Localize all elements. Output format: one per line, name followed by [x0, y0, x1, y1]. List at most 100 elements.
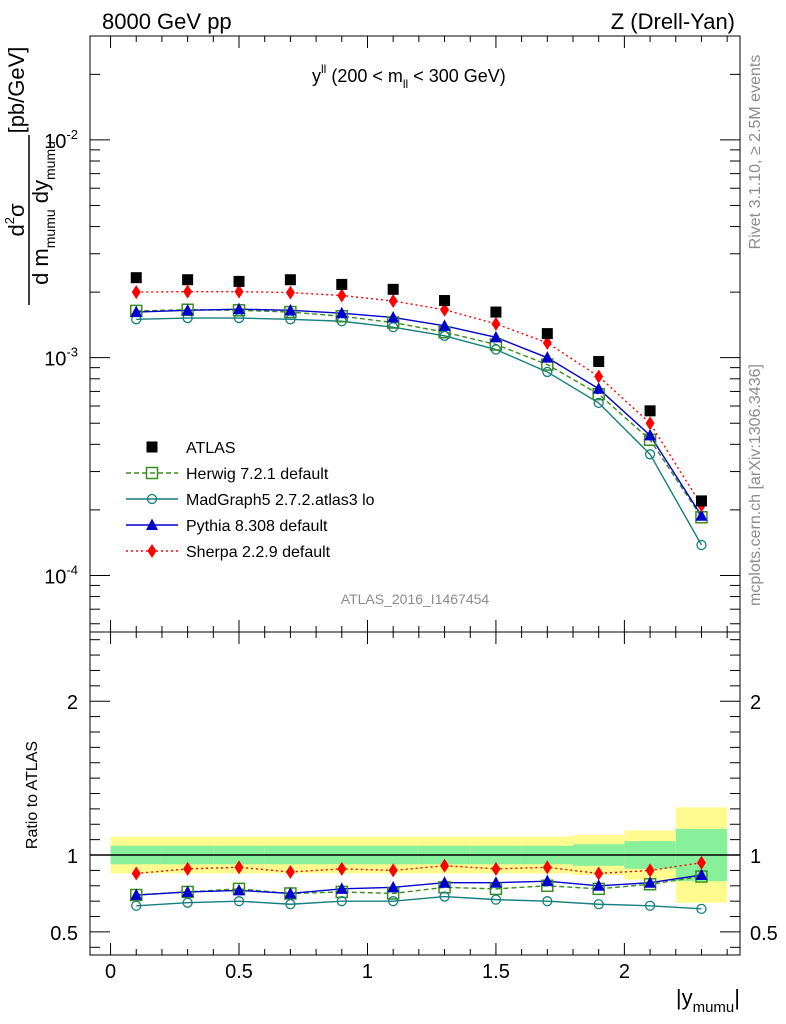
madgraph5-ratio-point — [182, 897, 193, 908]
sherpa-main-point — [285, 285, 295, 300]
main-plot-frame — [89, 35, 741, 633]
svg-text:yll (200 < mll < 300 GeV): yll (200 < mll < 300 GeV) — [312, 62, 506, 91]
sherpa-ratio-point — [234, 860, 244, 875]
sherpa-main-point — [542, 335, 552, 350]
pythia-main-point — [695, 509, 708, 521]
atlas-data-point — [182, 274, 194, 286]
madgraph5-ratio-point — [696, 903, 707, 915]
sherpa-main-point — [491, 316, 501, 331]
pythia-ratio-point — [438, 876, 451, 888]
atlas-data-point — [233, 275, 245, 287]
herwig-ratio-line — [136, 875, 702, 896]
madgraph5-ratio-point — [285, 899, 296, 910]
madgraph5-ratio-point — [388, 896, 399, 907]
sherpa-ratio-point — [491, 861, 501, 876]
madgraph5-main-point — [439, 330, 450, 341]
plot-title: yll (200 < mll < 300 GeV) — [312, 62, 506, 91]
x-axis-label: |ymumu| — [676, 985, 740, 1016]
sherpa-ratio-point — [440, 858, 450, 873]
sherpa-ratio-point — [388, 863, 398, 878]
ratio-tick-label-left: 1 — [67, 846, 78, 868]
legend: ATLAS Herwig 7.2.1 default MadGraph5 2.7.2… — [126, 440, 375, 561]
x-tick-label: 0 — [105, 961, 116, 983]
legend-marker — [146, 441, 158, 453]
rivet-label: Rivet 3.1.10, ≥ 2.5M events — [747, 55, 764, 250]
sherpa-ratio-point — [183, 861, 193, 876]
madgraph5-main-point — [696, 539, 707, 551]
pythia-main-point — [438, 319, 451, 331]
pythia-main-point — [335, 306, 348, 319]
atlas-data-point — [644, 405, 656, 417]
madgraph5-main-point — [490, 344, 502, 355]
pythia-ratio-point — [130, 888, 143, 901]
pythia-main-point — [541, 351, 554, 363]
ratio-y-axis-label: Ratio to ATLAS — [24, 741, 41, 849]
atlas-data-point — [593, 356, 605, 368]
ratio-tick-label-right: 1 — [750, 846, 761, 868]
header-left: 8000 GeV pp — [102, 9, 232, 34]
pythia-ratio-point — [335, 882, 348, 894]
madgraph5-ratio-point — [336, 896, 347, 907]
atlas-data-point — [439, 295, 451, 307]
sherpa-ratio-point — [696, 855, 706, 870]
legend-marker — [145, 466, 159, 480]
pythia-main-point — [489, 330, 502, 343]
data-marks — [129, 272, 708, 915]
atlas-data-point — [130, 272, 142, 284]
pythia-main-point — [181, 303, 194, 316]
sherpa-ratio-point — [131, 866, 141, 881]
pythia-ratio-point — [644, 876, 657, 888]
madgraph5-ratio-point — [593, 899, 604, 910]
legend-label: MadGraph5 2.7.2.atlas3 lo — [186, 492, 375, 509]
pythia-main-line — [136, 308, 703, 517]
sherpa-ratio-point — [645, 863, 655, 878]
atlas-data-point — [541, 328, 553, 340]
atlas-data-point — [490, 306, 502, 318]
analysis-label: ATLAS_2016_I1467454 — [341, 591, 490, 607]
pythia-ratio-point — [592, 879, 605, 891]
pythia-main-point — [592, 382, 605, 394]
atlas-data-point — [695, 495, 707, 507]
herwig-main-line — [136, 309, 703, 518]
pythia-ratio-point — [233, 883, 246, 896]
pythia-ratio-point — [284, 886, 297, 899]
madgraph5-main-point — [644, 449, 656, 460]
sherpa-ratio-point — [542, 860, 552, 875]
header-right: Z (Drell-Yan) — [611, 9, 735, 34]
svg-text:[pb/GeV]: [pb/GeV] — [4, 47, 29, 134]
atlas-data-point — [284, 274, 296, 286]
frames — [89, 35, 741, 956]
pythia-main-point — [284, 303, 297, 316]
x-tick-label: 0.5 — [225, 961, 253, 983]
pythia-main-point — [644, 428, 657, 441]
madgraph5-ratio-point — [542, 896, 553, 907]
madgraph5-ratio-point — [644, 900, 656, 911]
sherpa-main-point — [337, 288, 347, 303]
legend-label: ATLAS — [186, 440, 236, 457]
madgraph5-ratio-point — [490, 894, 502, 905]
ratio-plot-frame — [89, 631, 741, 956]
madgraph5-ratio-point — [131, 900, 142, 911]
madgraph5-main-point — [593, 397, 604, 409]
sherpa-main-point — [440, 302, 450, 317]
sherpa-main-point — [594, 369, 604, 384]
main-y-axis-label: d2σ d mmumu dymumu [pb/GeV] — [2, 47, 58, 305]
sherpa-ratio-point — [594, 866, 604, 881]
pythia-main-point — [233, 302, 246, 315]
legend-marker — [146, 518, 158, 530]
svg-text:d2σ: d2σ — [2, 203, 29, 236]
sherpa-main-point — [234, 284, 244, 299]
pythia-ratio-point — [489, 876, 502, 888]
pythia-ratio-line — [136, 874, 702, 896]
svg-text:|ymumu|: |ymumu| — [676, 985, 740, 1016]
pythia-main-point — [387, 310, 400, 323]
pythia-main-point — [130, 305, 143, 318]
y-tick-label: 10-3 — [44, 345, 78, 371]
mcplots-label: mcplots.cern.ch [arXiv:1306.3436] — [747, 364, 764, 606]
pythia-ratio-point — [541, 874, 554, 887]
legend-marker — [146, 493, 158, 505]
y-tick-label: 10-4 — [44, 562, 78, 588]
x-tick-label: 1 — [362, 961, 373, 983]
atlas-data-point — [336, 278, 348, 290]
